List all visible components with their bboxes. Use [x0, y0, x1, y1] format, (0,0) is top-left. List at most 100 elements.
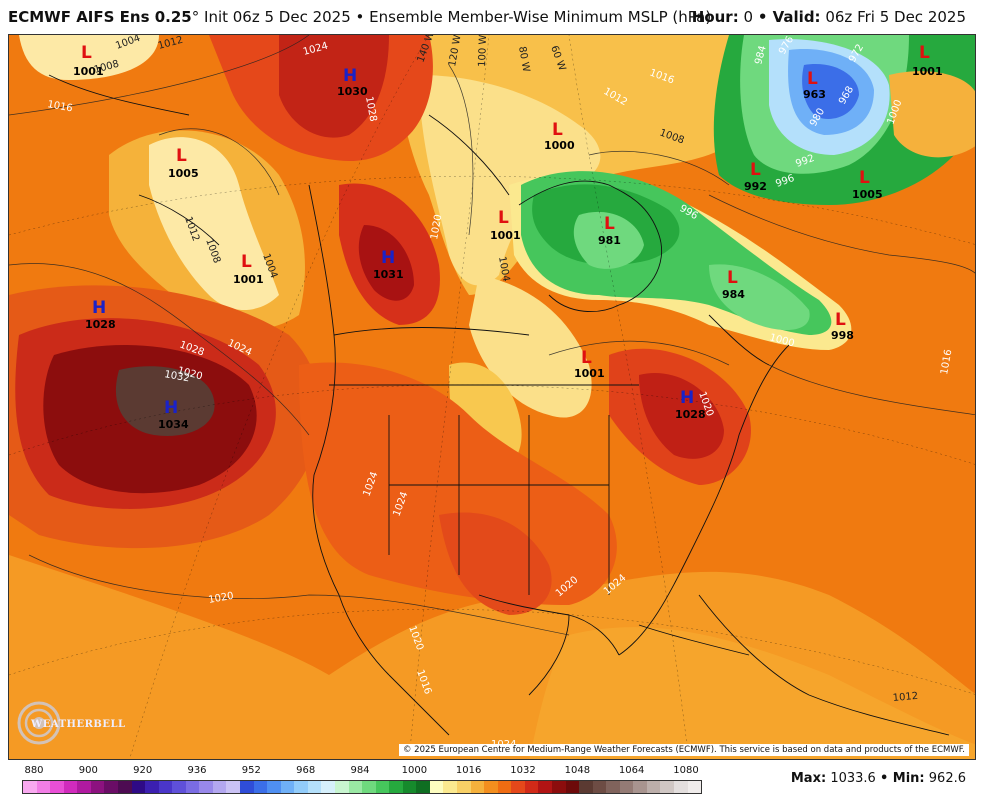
legend-swatch — [687, 781, 702, 793]
legend-swatch — [267, 781, 281, 793]
legend-swatch — [172, 781, 186, 793]
legend-tick-label: 1032 — [510, 765, 536, 776]
legend-swatch — [77, 781, 91, 793]
low-value: 1001 — [912, 65, 943, 78]
model-name: ECMWF AIFS Ens 0.25 — [8, 8, 192, 26]
high-value: 1034 — [158, 418, 189, 431]
legend-swatch — [185, 781, 200, 793]
copyright-notice: © 2025 European Centre for Medium-Range … — [398, 744, 969, 756]
legend-swatch — [511, 781, 525, 793]
legend-swatch — [90, 781, 105, 793]
low-marker: L — [81, 43, 92, 63]
max-min-readout: Max: 1033.6 • Min: 962.6 — [791, 771, 966, 786]
isobar-label: 1020 — [429, 214, 444, 241]
low-marker: L — [552, 120, 563, 140]
graticule — [9, 35, 975, 759]
low-marker: L — [604, 214, 615, 234]
hour-value: 0 — [743, 8, 754, 26]
legend-swatch — [579, 781, 593, 793]
low-value: 992 — [744, 180, 767, 193]
low-marker: L — [581, 348, 592, 368]
coastlines — [48, 74, 950, 736]
legend-swatch — [362, 781, 376, 793]
legend-ticks: 880 900 920 936 952 968 984 1000 1016 1032 1048 106… — [22, 765, 702, 779]
degree-symbol: ° — [191, 8, 200, 26]
legend-swatch — [212, 781, 227, 793]
high-marker: H — [381, 248, 395, 268]
legend-swatch — [307, 781, 322, 793]
legend-swatch — [565, 781, 580, 793]
legend-tick-label: 952 — [241, 765, 261, 776]
isobar-label: 1028 — [363, 96, 378, 123]
low-value: 1001 — [490, 229, 521, 242]
low-region — [19, 35, 159, 80]
legend-swatch — [429, 781, 444, 793]
chart-title: ECMWF AIFS Ens 0.25° Init 06z 5 Dec 2025… — [8, 8, 711, 26]
isobar-label: 1012 — [892, 691, 918, 704]
legend-tick-label: 1048 — [564, 765, 591, 776]
low-value: 998 — [831, 329, 854, 342]
longitude-label: 80 W — [516, 46, 531, 73]
legend-swatch — [199, 781, 213, 793]
max-label: Max: — [790, 771, 827, 786]
max-value: 1033.6 — [830, 771, 876, 786]
legend-swatch — [63, 781, 78, 793]
legend-swatch — [158, 781, 173, 793]
weatherbell-logo — [15, 699, 105, 747]
legend-swatch — [226, 781, 240, 793]
legend-swatch — [646, 781, 661, 793]
legend-tick-label: 968 — [296, 765, 316, 776]
weatherbell-logo-text: WEATHERBELL — [31, 719, 126, 730]
legend-tick-label: 936 — [187, 765, 207, 776]
high-value: 1028 — [85, 318, 116, 331]
low-value: 1005 — [168, 167, 199, 180]
low-marker: L — [919, 43, 930, 63]
high-region — [358, 225, 414, 301]
valid-value: 06z Fri 5 Dec 2025 — [825, 8, 966, 26]
legend-swatch — [294, 781, 308, 793]
legend-swatch — [334, 781, 349, 793]
legend-tick-label: 984 — [350, 765, 370, 776]
low-value: 1005 — [852, 188, 883, 201]
low-marker: L — [835, 310, 846, 330]
high-marker: H — [164, 398, 178, 418]
legend-swatch — [117, 781, 132, 793]
legend-tick-label: 920 — [133, 765, 153, 776]
isobars — [9, 35, 975, 636]
pressure-centers: L 1001 H 1030 L 1005 L 1001 H 1031 H 102… — [73, 43, 943, 431]
isobar-label: 1016 — [939, 349, 954, 376]
isobar-label: 1004 — [496, 256, 511, 283]
legend-swatch — [145, 781, 159, 793]
legend-swatch — [538, 781, 552, 793]
legend-swatch — [497, 781, 512, 793]
low-marker: L — [807, 69, 818, 89]
legend-swatch — [402, 781, 417, 793]
low-value: 1001 — [574, 367, 605, 380]
low-value: 1001 — [73, 65, 104, 78]
low-value: 981 — [598, 234, 621, 247]
high-value: 1028 — [675, 408, 706, 421]
legend-swatch — [389, 781, 403, 793]
legend-swatch — [50, 781, 64, 793]
low-value: 1001 — [233, 273, 264, 286]
isobar-label: 1020 — [208, 591, 235, 606]
legend-tick-label: 880 — [24, 765, 44, 776]
low-marker: L — [727, 268, 738, 288]
low-marker: L — [241, 252, 252, 272]
hour-label: Hour: — [691, 8, 739, 26]
legend-tick-label: 900 — [78, 765, 98, 776]
map-canvas: L 1001 H 1030 L 1005 L 1001 H 1031 H 102… — [9, 35, 975, 759]
valid-label: • Valid: — [757, 8, 821, 26]
deep-low-region — [802, 64, 859, 119]
legend-swatch — [36, 781, 51, 793]
legend-swatch — [470, 781, 485, 793]
legend-tick-label: 1000 — [401, 765, 428, 776]
legend-swatch — [633, 781, 647, 793]
legend-swatch — [416, 781, 430, 793]
legend-swatch — [484, 781, 498, 793]
legend-swatch — [457, 781, 471, 793]
legend-tick-label: 1016 — [455, 765, 482, 776]
init-text: Init 06z 5 Dec 2025 • Ensemble Member-Wi… — [199, 8, 712, 26]
high-region — [279, 35, 389, 138]
low-value: 984 — [722, 288, 745, 301]
